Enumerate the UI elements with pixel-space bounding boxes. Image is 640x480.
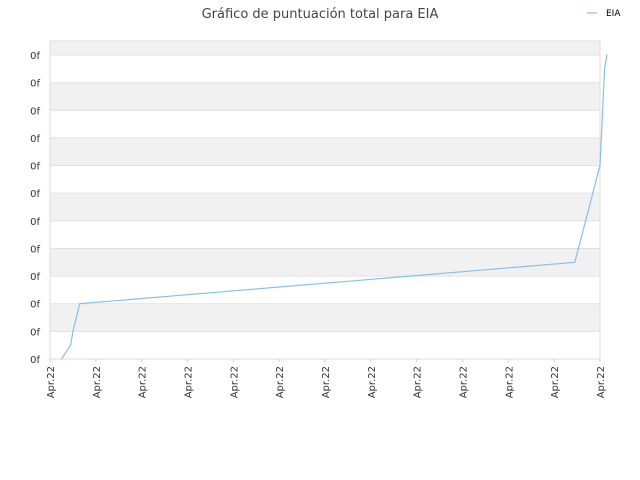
plot-band [50, 331, 600, 359]
y-tick-label: 0f [30, 79, 40, 90]
y-tick-label: 0f [30, 300, 40, 311]
x-tick-label: Apr.22 [550, 366, 561, 398]
legend-label-eia: EIA [606, 9, 621, 19]
y-tick-label: 0f [30, 327, 40, 338]
plot-band [50, 41, 600, 55]
gridlines [50, 54, 600, 360]
x-tick-label: Apr.22 [138, 366, 149, 398]
x-tick-label: Apr.22 [321, 366, 332, 398]
plot-band [50, 220, 600, 249]
x-tick-label: Apr.22 [504, 366, 515, 398]
plot-band [50, 110, 600, 138]
x-tick-label: Apr.22 [367, 366, 378, 398]
y-tick-label: 0f [30, 244, 40, 255]
x-tick-label: Apr.22 [596, 366, 607, 398]
plot-band [50, 165, 600, 194]
series-layer [60, 54, 608, 360]
plot-bands [50, 41, 600, 359]
plot-band [50, 55, 600, 83]
data-point [70, 344, 72, 346]
y-tick-label: 0f [30, 189, 40, 200]
plot-band [50, 303, 600, 332]
x-tick-label: Apr.22 [459, 366, 470, 398]
legend: EIA [587, 9, 621, 19]
data-point [72, 330, 74, 332]
y-tick-label: 0f [30, 134, 40, 145]
plot-band [50, 193, 600, 221]
chart-title: Gráfico de puntuación total para EIA [202, 7, 439, 22]
x-axis-ticks: Apr.22 Apr.22 Apr.22 Apr.22 Apr.22 Apr.22 Apr.… [46, 359, 607, 398]
y-tick-label: 0f [30, 162, 40, 173]
y-tick-label: 0f [30, 106, 40, 117]
y-axis-ticks: 0f 0f 0f 0f 0f 0f 0f 0f 0f 0f 0f 0f [30, 51, 40, 366]
plot-band [50, 248, 600, 277]
data-point [604, 68, 606, 70]
series-line-eia [60, 54, 608, 360]
data-point [79, 303, 81, 305]
x-tick-label: Apr.22 [413, 366, 424, 398]
y-tick-label: 0f [30, 217, 40, 228]
data-point [606, 54, 608, 56]
x-tick-label: Apr.22 [229, 366, 240, 398]
y-tick-label: 0f [30, 355, 40, 366]
plot-band [50, 137, 600, 166]
y-tick-label: 0f [30, 51, 40, 62]
x-tick-label: Apr.22 [184, 366, 195, 398]
x-tick-label: Apr.22 [275, 366, 286, 398]
plot-band [50, 82, 600, 111]
x-tick-label: Apr.22 [46, 366, 57, 398]
data-point [599, 164, 601, 167]
data-point [60, 358, 63, 360]
x-tick-label: Apr.22 [92, 366, 103, 398]
data-point [574, 261, 576, 263]
y-tick-label: 0f [30, 272, 40, 283]
